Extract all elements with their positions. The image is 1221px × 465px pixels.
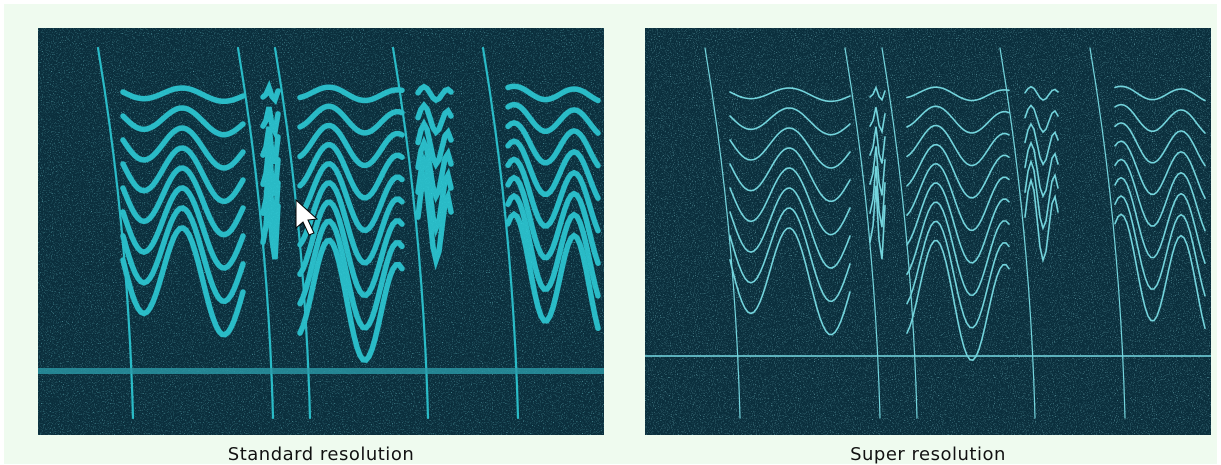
- harmonic-curve: [505, 120, 601, 169]
- harmonic-curve: [729, 127, 851, 169]
- harmonic-curve: [729, 207, 851, 303]
- harmonic-curve: [906, 220, 1010, 329]
- harmonic-curve: [505, 210, 601, 332]
- harmonic-curve: [906, 182, 1010, 264]
- harmonic-curve: [120, 85, 246, 105]
- sweep-curve: [236, 46, 275, 420]
- spectrogram-standard: [38, 28, 604, 435]
- harmonic-curve: [297, 180, 405, 266]
- harmonic-curve: [260, 185, 281, 260]
- harmonic-curve: [869, 85, 886, 102]
- harmonic-curve: [869, 107, 886, 135]
- harmonic-curve: [869, 126, 886, 164]
- harmonic-curve: [297, 103, 405, 136]
- harmonic-curve: [906, 143, 1010, 199]
- harmonic-curve: [869, 146, 886, 196]
- caption: Standard resolution: [227, 444, 415, 465]
- spectrogram-super: [645, 28, 1211, 435]
- harmonic-curve: [1024, 140, 1059, 199]
- sweep-curve: [96, 46, 135, 420]
- harmonic-curve: [906, 124, 1010, 167]
- harmonic-curve: [415, 118, 454, 170]
- harmonic-curve: [505, 156, 601, 234]
- harmonic-curve: [906, 105, 1010, 134]
- harmonic-curve: [297, 84, 405, 104]
- harmonic-curve: [120, 105, 246, 138]
- harmonic-curve: [505, 83, 601, 104]
- harmonic-curve: [906, 86, 1010, 102]
- sweep-curve: [844, 47, 881, 419]
- harmonic-curve: [297, 218, 405, 331]
- screenshot: Standard resolution Super resolution: [4, 4, 1217, 465]
- harmonics: [704, 47, 1206, 419]
- harmonic-curve: [1114, 122, 1206, 167]
- harmonic-curve: [869, 185, 886, 260]
- harmonic-curve: [415, 83, 454, 104]
- harmonic-curve: [1114, 85, 1206, 102]
- harmonic-curve: [1114, 195, 1206, 297]
- harmonic-curve: [120, 205, 246, 305]
- harmonic-curve: [120, 185, 246, 271]
- harmonic-curve: [1024, 159, 1059, 231]
- harmonic-curve: [297, 199, 405, 299]
- harmonics: [96, 46, 601, 420]
- harmonic-curve: [297, 122, 405, 169]
- sweep-curve: [704, 47, 741, 419]
- harmonic-curve: [729, 167, 851, 236]
- harmonic-curve: [869, 165, 886, 228]
- harmonic-curve: [906, 201, 1010, 297]
- sweep-curve: [999, 47, 1036, 419]
- harmonic-curve: [415, 135, 454, 204]
- harmonic-curve: [120, 145, 246, 205]
- harmonic-curve: [505, 138, 601, 201]
- harmonic-curve: [1114, 176, 1206, 264]
- harmonic-curve: [1024, 177, 1059, 264]
- sweep-curve: [481, 46, 520, 420]
- harmonic-curve: [1114, 213, 1206, 330]
- harmonic-curve: [729, 87, 851, 103]
- harmonic-curve: [120, 165, 246, 238]
- harmonic-curve: [260, 106, 281, 141]
- sweep-curve: [273, 46, 312, 420]
- harmonic-curve: [297, 141, 405, 201]
- harmonic-curve: [297, 237, 405, 363]
- sweep-curve: [391, 46, 430, 420]
- harmonic-curve: [260, 80, 281, 106]
- harmonic-curve: [729, 147, 851, 203]
- mouse-cursor: [295, 198, 319, 236]
- harmonic-curve: [1024, 85, 1059, 102]
- harmonic-curve: [120, 225, 246, 338]
- harmonic-curve: [1114, 103, 1206, 134]
- harmonic-curve: [1114, 140, 1206, 199]
- harmonic-curve: [505, 174, 601, 266]
- harmonic-curve: [505, 101, 601, 136]
- harmonic-curve: [729, 107, 851, 136]
- harmonic-curve: [415, 169, 454, 271]
- harmonic-curve: [297, 160, 405, 234]
- baseline-band: [38, 368, 604, 374]
- harmonic-curve: [415, 152, 454, 237]
- baseline-line: [645, 355, 1211, 357]
- harmonic-curve: [415, 101, 454, 137]
- harmonic-curve: [1024, 122, 1059, 166]
- harmonic-curve: [120, 125, 246, 171]
- harmonic-curve: [1114, 158, 1206, 232]
- harmonic-curve: [729, 227, 851, 336]
- sweep-curve: [881, 47, 918, 419]
- sweep-curve: [1089, 47, 1126, 419]
- harmonic-curve: [906, 239, 1010, 361]
- caption: Super resolution: [850, 444, 1006, 465]
- harmonic-curve: [729, 187, 851, 269]
- harmonic-curve: [906, 162, 1010, 232]
- harmonic-curve: [505, 192, 601, 299]
- harmonic-curve: [1024, 104, 1059, 134]
